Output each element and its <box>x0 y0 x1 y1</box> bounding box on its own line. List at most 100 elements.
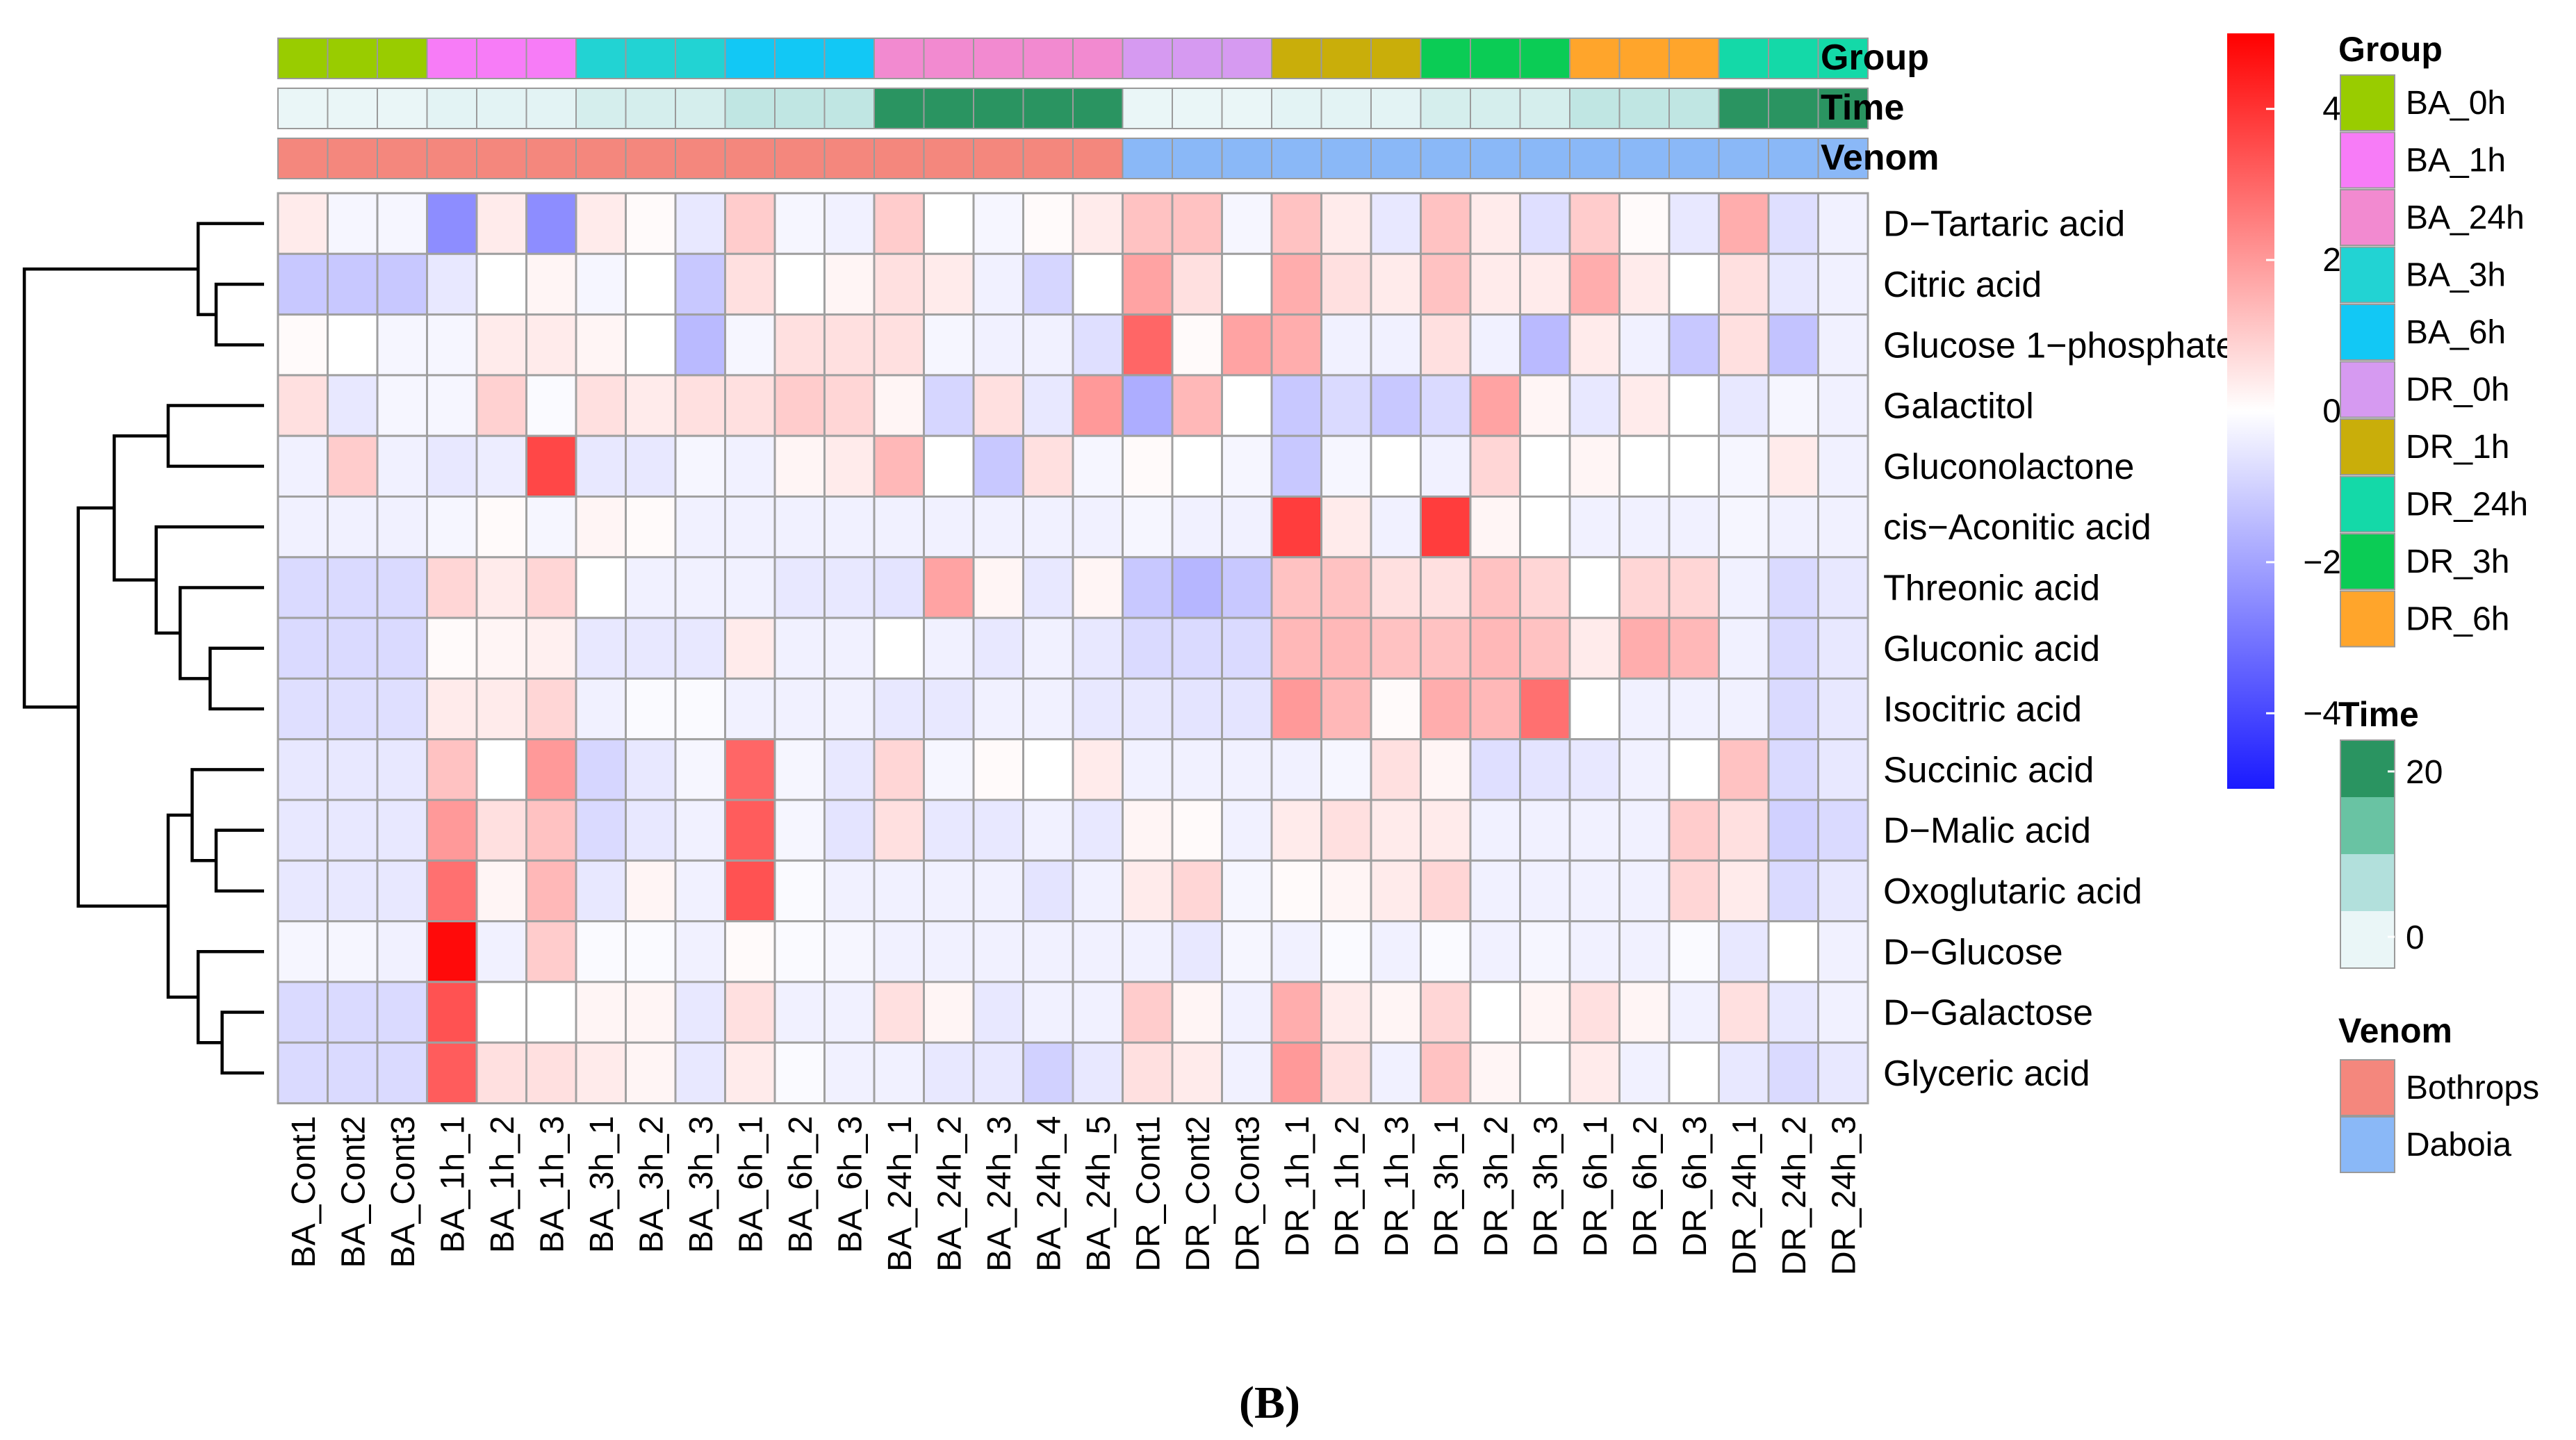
heatmap-cell <box>426 192 478 255</box>
heatmap-cell <box>1767 920 1819 983</box>
heatmap-cell <box>575 859 627 923</box>
heatmap-cell <box>1171 799 1223 862</box>
heatmap-cell <box>1320 556 1372 619</box>
time-legend-swatch <box>2340 797 2395 854</box>
venom-track-cell <box>1072 138 1124 179</box>
heatmap-cell <box>773 981 826 1044</box>
heatmap-cell <box>1420 496 1472 559</box>
heatmap-cell <box>625 616 677 680</box>
heatmap-cell <box>1618 374 1671 437</box>
venom-track-cell <box>1122 138 1173 179</box>
heatmap-cell <box>972 981 1024 1044</box>
heatmap-cell <box>1122 1041 1174 1104</box>
heatmap-cell <box>773 374 826 437</box>
time-track-cell <box>426 88 477 129</box>
heatmap-cell <box>823 799 876 862</box>
heatmap-cell <box>1072 616 1124 680</box>
heatmap-cell <box>1568 313 1621 377</box>
heatmap-cell <box>823 920 876 983</box>
heatmap-cell <box>426 859 478 923</box>
heatmap-cell <box>1171 981 1223 1044</box>
heatmap-cell <box>1668 920 1720 983</box>
heatmap-cell <box>674 920 726 983</box>
group-track-cell <box>823 38 875 79</box>
heatmap-cell <box>1171 313 1223 377</box>
heatmap-cell <box>1122 434 1174 498</box>
heatmap-cell <box>525 1041 577 1104</box>
heatmap-cell <box>475 859 527 923</box>
group-legend-swatch <box>2340 304 2395 361</box>
heatmap-cell <box>823 677 876 741</box>
heatmap-cell <box>1022 556 1074 619</box>
heatmap-cell <box>1370 374 1422 437</box>
dendrogram-branch <box>196 222 264 316</box>
heatmap-cell <box>1072 920 1124 983</box>
heatmap-cell <box>1469 677 1521 741</box>
heatmap-cell <box>1469 192 1521 255</box>
group-legend-swatch <box>2340 590 2395 648</box>
metabolite-label: D−Galactose <box>1883 993 2093 1033</box>
heatmap-cell <box>376 434 428 498</box>
colorbar-tick-label: −4 <box>2303 695 2341 732</box>
heatmap-cell <box>1668 981 1720 1044</box>
group-track-cell <box>1569 38 1621 79</box>
group-track-cell <box>923 38 974 79</box>
sample-label: DR_24h_3 <box>1826 1116 1862 1276</box>
heatmap-cell <box>1270 313 1322 377</box>
time-track-cell <box>575 88 627 129</box>
heatmap-cell <box>1022 799 1074 862</box>
heatmap-cell <box>327 313 379 377</box>
heatmap-cell <box>575 1041 627 1104</box>
heatmap-cell <box>1270 556 1322 619</box>
heatmap-cell <box>972 799 1024 862</box>
heatmap-cell <box>1817 738 1869 801</box>
venom-track-cell <box>1768 138 1819 179</box>
heatmap-cell <box>376 799 428 862</box>
heatmap-cell <box>525 252 577 316</box>
heatmap-cell <box>873 859 925 923</box>
heatmap-cell <box>1171 859 1223 923</box>
heatmap-cell <box>277 252 329 316</box>
heatmap-cell <box>475 616 527 680</box>
heatmap-cell <box>1270 981 1322 1044</box>
venom-legend: Venom Bothrops Daboia <box>2338 1011 2539 1173</box>
heatmap-cell <box>426 677 478 741</box>
heatmap-cell <box>923 252 975 316</box>
heatmap-cell <box>625 859 677 923</box>
heatmap-cell <box>1618 859 1671 923</box>
sample-label: BA_Cont2 <box>335 1116 372 1268</box>
heatmap-cell <box>426 374 478 437</box>
heatmap-cell <box>1022 496 1074 559</box>
heatmap-cell <box>1668 313 1720 377</box>
heatmap-cell <box>1568 738 1621 801</box>
heatmap-cell <box>674 799 726 862</box>
time-track-cell <box>525 88 577 129</box>
group-legend: Group BA_0h BA_1h BA_24h BA_3h BA_6h DR_0h DR_… <box>2338 30 2528 648</box>
heatmap-cell <box>1370 252 1422 316</box>
venom-track-cell <box>923 138 974 179</box>
heatmap-cell <box>376 192 428 255</box>
venom-track-cell <box>1569 138 1621 179</box>
heatmap-cell <box>1469 616 1521 680</box>
heatmap-cell <box>1519 981 1571 1044</box>
heatmap-cell <box>1022 616 1074 680</box>
heatmap-cell <box>376 313 428 377</box>
heatmap-cell <box>426 252 478 316</box>
heatmap-cell <box>674 374 726 437</box>
heatmap-cell <box>773 920 826 983</box>
time-track-cell <box>327 88 378 129</box>
group-track-cell <box>1668 38 1720 79</box>
heatmap-cell <box>1171 920 1223 983</box>
heatmap-cell <box>1618 738 1671 801</box>
time-track-cell <box>973 88 1024 129</box>
heatmap-cell <box>1221 616 1273 680</box>
heatmap-cell <box>525 677 577 741</box>
heatmap-cell <box>1171 192 1223 255</box>
sample-label: DR_Cont3 <box>1229 1116 1266 1272</box>
heatmap-cell <box>724 496 776 559</box>
heatmap-cell <box>724 192 776 255</box>
heatmap-cell <box>426 616 478 680</box>
annotation-tracks <box>277 38 1869 179</box>
heatmap-cell <box>376 920 428 983</box>
heatmap-cell <box>1270 738 1322 801</box>
